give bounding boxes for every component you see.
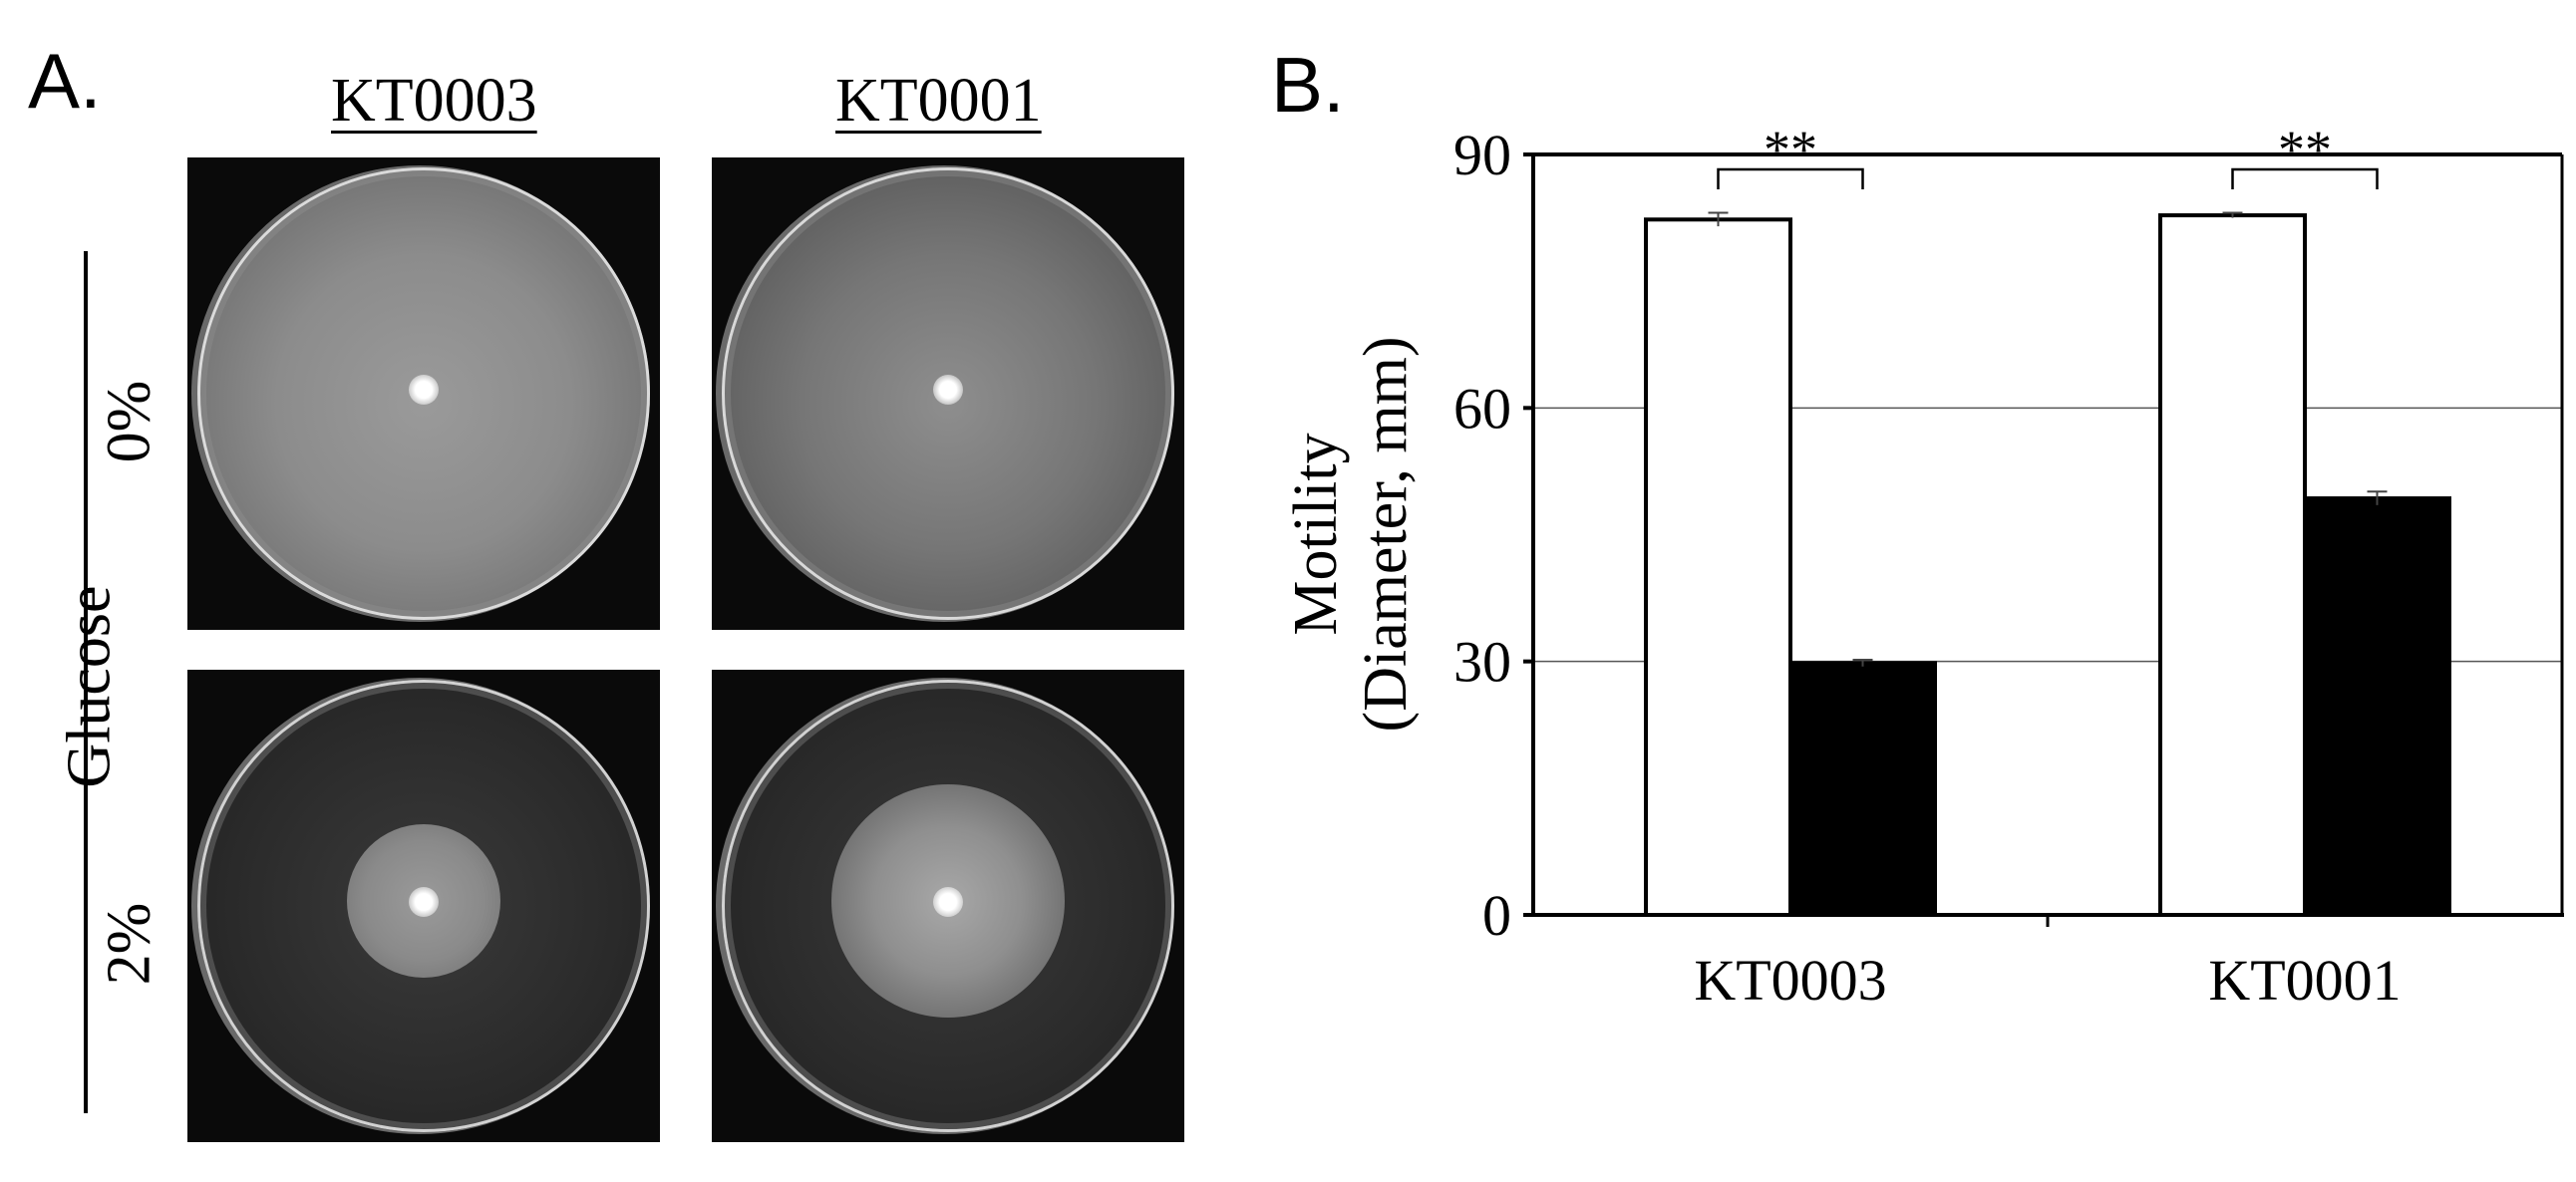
bar-KT0003-series-0 (1644, 217, 1792, 918)
y-axis-title-line1: Motility (1282, 433, 1350, 635)
significance-bracket-KT0001 (2231, 167, 2379, 189)
bar-KT0001-series-1 (2303, 496, 2451, 917)
y-tick-label-0: 0 (1482, 883, 1511, 948)
tick-labels: 0 30 60 90 (1453, 123, 2050, 948)
y-tick-label-30: 30 (1453, 630, 1511, 695)
panel-a-label: A. (28, 37, 102, 125)
glucose-label: Glucose (55, 585, 124, 788)
plate-image-kt0001-0pct (712, 157, 1184, 630)
concentration-label-0: 0% (95, 380, 163, 463)
significance-mark-KT0003: ** (1764, 120, 1817, 179)
bar-chart: B. 0 30 60 90 KT0003 KT0001 ** ** Motility (D… (1271, 41, 2564, 1013)
bar-KT0003-series-1 (1788, 661, 1937, 918)
category-label-KT0003: KT0003 (1694, 948, 1886, 1013)
bars (1644, 211, 2451, 918)
category-labels: KT0003 KT0001 (1694, 948, 2401, 1013)
category-label-KT0001: KT0001 (2208, 948, 2401, 1013)
y-tick-label-60: 60 (1453, 376, 1511, 441)
bar-KT0001-series-0 (2158, 213, 2307, 918)
significance-bracket-KT0003 (1717, 167, 1864, 189)
plate-image-kt0001-2pct (712, 670, 1184, 1142)
panel-b-label: B. (1271, 41, 1345, 129)
y-axis-title-line2: (Diameter, mm) (1352, 337, 1420, 733)
y-axis-title: Motility (Diameter, mm) (1282, 337, 1420, 733)
y-tick-label-90: 90 (1453, 123, 1511, 187)
plate-image-kt0003-2pct (187, 670, 660, 1142)
strain-header-kt0001: KT0001 (835, 67, 1042, 135)
concentration-label-2: 2% (95, 902, 163, 986)
significance-mark-KT0001: ** (2278, 120, 2332, 179)
glucose-bracket-line (84, 251, 88, 1113)
strain-header-kt0003: KT0003 (331, 67, 537, 135)
plate-image-kt0003-0pct (187, 157, 660, 630)
significance-annotations: ** ** (1717, 120, 2379, 189)
